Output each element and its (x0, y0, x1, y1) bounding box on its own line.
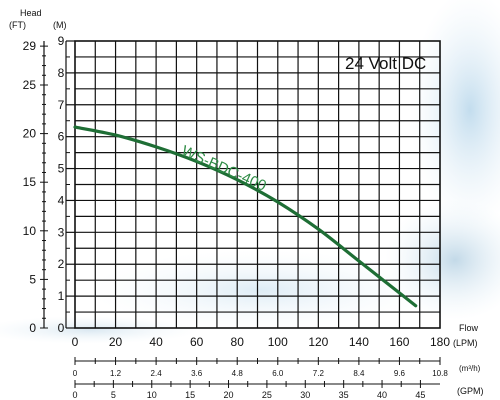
x-m3h-tick-label: 10.8 (432, 369, 448, 378)
x-lpm-unit: (LPM) (453, 338, 478, 348)
x-m3h-tick-label: 4.8 (232, 369, 244, 378)
y-m-tick-label: 2 (58, 257, 65, 271)
y-ft-tick-label: 10 (23, 224, 37, 238)
x-gpm-tick-label: 40 (377, 390, 387, 400)
x-lpm-tick-label: 0 (72, 335, 79, 349)
y-ft-tick-label: 0 (29, 321, 36, 335)
x-m3h-tick-label: 1.2 (110, 369, 122, 378)
x-m3h-tick-label: 9.6 (394, 369, 406, 378)
x-gpm-unit: (GPM) (457, 386, 484, 396)
x-m3h-unit: (m³/h) (459, 364, 481, 373)
x-gpm-tick-label: 45 (415, 390, 425, 400)
y-left-unit: (FT) (9, 20, 26, 30)
y-ft-tick-label: 20 (23, 127, 37, 141)
y-m-tick-label: 4 (58, 193, 65, 207)
y-m-tick-label: 3 (58, 225, 65, 239)
y-m-tick-label: 0 (58, 321, 65, 335)
y-right-unit: (M) (53, 20, 67, 30)
x-m3h-tick-label: 8.4 (353, 369, 365, 378)
x-lpm-tick-label: 160 (389, 335, 409, 349)
water-splash-background (0, 0, 500, 344)
head-axis-label: Head (20, 8, 42, 18)
grid (74, 40, 441, 329)
y-m-tick-label: 6 (58, 130, 65, 144)
x-gpm-tick-label: 30 (300, 390, 310, 400)
y-m-tick-label: 7 (58, 98, 65, 112)
y-ft-tick-label: 15 (23, 175, 37, 189)
y-ft-tick-label: 25 (23, 78, 37, 92)
x-gpm-tick-label: 15 (185, 390, 195, 400)
x-lpm-tick-label: 60 (190, 335, 204, 349)
x-gpm-tick-label: 10 (147, 390, 157, 400)
flow-axis-label: Flow (459, 323, 479, 333)
x-lpm-tick-label: 100 (268, 335, 288, 349)
x-lpm-tick-label: 140 (349, 335, 369, 349)
pump-curve-line (73, 125, 418, 308)
x-gpm-tick-label: 35 (339, 390, 349, 400)
y-m-tick-label: 8 (58, 66, 65, 80)
x-lpm-tick-label: 40 (149, 335, 163, 349)
y-ft-tick-label: 5 (29, 272, 36, 286)
x-m3h-tick-label: 3.6 (191, 369, 203, 378)
x-m3h-tick-label: 2.4 (151, 369, 163, 378)
x-m3h-tick-label: 6.0 (272, 369, 284, 378)
y-m-tick-label: 9 (58, 34, 65, 48)
x-lpm-tick-label: 20 (109, 335, 123, 349)
y-ft-tick-label: 29 (23, 39, 37, 53)
x-gpm-tick-label: 25 (262, 390, 272, 400)
x-lpm-tick-label: 120 (308, 335, 328, 349)
x-lpm-tick-label: 180 (430, 335, 450, 349)
y-m-tick-label: 1 (58, 289, 65, 303)
x-m3h-tick-label: 7.2 (313, 369, 325, 378)
x-gpm-tick-label: 5 (111, 390, 116, 400)
y-m-tick-label: 5 (58, 162, 65, 176)
x-lpm-tick-label: 80 (231, 335, 245, 349)
x-m3h-tick-label: 0 (73, 369, 78, 378)
x-gpm-tick-label: 20 (224, 390, 234, 400)
chart-title: 24 Volt DC (345, 54, 426, 73)
x-gpm-tick-label: 0 (72, 390, 77, 400)
